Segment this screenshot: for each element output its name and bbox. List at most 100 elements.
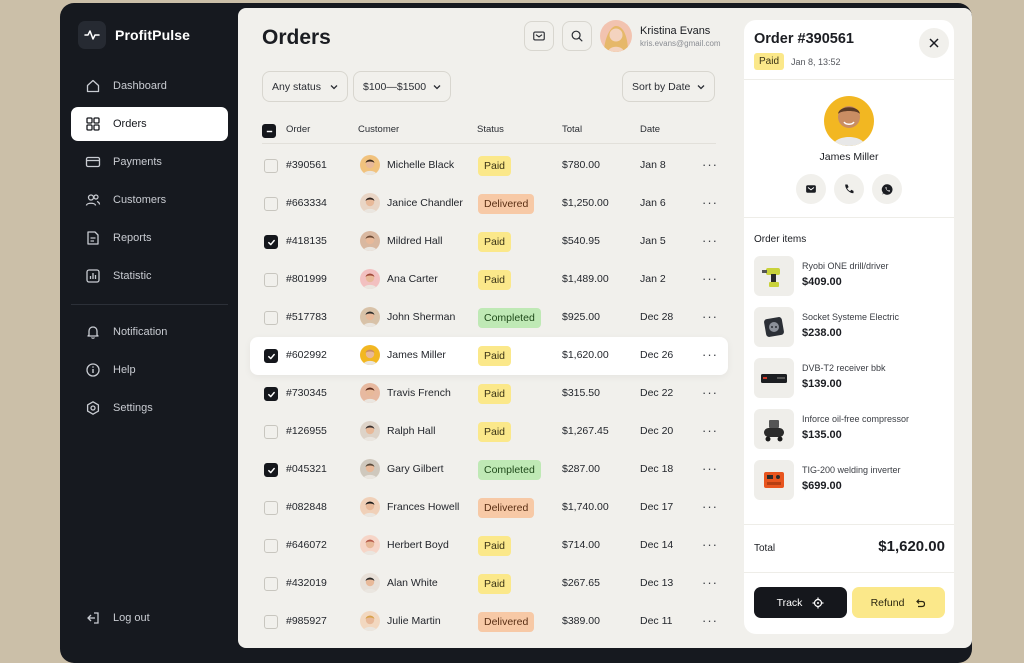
more-actions-icon[interactable]: ··· <box>702 309 718 324</box>
row-checkbox[interactable] <box>264 197 278 211</box>
row-checkbox[interactable] <box>264 615 278 629</box>
order-item[interactable]: Socket Systeme Electric $238.00 <box>754 307 949 349</box>
order-id[interactable]: #126955 <box>286 425 327 437</box>
row-checkbox[interactable] <box>264 425 278 439</box>
order-item[interactable]: Ryobi ONE drill/driver $409.00 <box>754 256 949 298</box>
row-checkbox[interactable] <box>264 463 278 477</box>
row-checkbox[interactable] <box>264 349 278 363</box>
more-actions-icon[interactable]: ··· <box>702 461 718 476</box>
column-header-date[interactable]: Date <box>640 124 661 135</box>
order-total: $780.00 <box>562 159 600 171</box>
table-row[interactable]: #730345 Travis French Paid $315.50 Dec 22 ··· <box>250 375 728 413</box>
column-header-order[interactable]: Order <box>286 124 311 135</box>
undo-icon <box>916 598 926 607</box>
order-id[interactable]: #602992 <box>286 349 327 361</box>
table-row[interactable]: #646072 Herbert Boyd Paid $714.00 Dec 14 ··· <box>250 527 728 565</box>
more-actions-icon[interactable]: ··· <box>702 575 718 590</box>
order-id[interactable]: #418135 <box>286 235 327 247</box>
receiver-icon <box>754 358 794 398</box>
brand[interactable]: ProfitPulse <box>78 21 190 49</box>
customer-name: James Miller <box>819 151 879 163</box>
close-button[interactable] <box>919 28 949 58</box>
sidebar-item-reports[interactable]: Reports <box>71 221 228 255</box>
email-customer-button[interactable] <box>796 174 826 204</box>
table-row[interactable]: #082848 Frances Howell Delivered $1,740.00 D… <box>250 489 728 527</box>
more-actions-icon[interactable]: ··· <box>702 499 718 514</box>
track-button[interactable]: Track <box>754 587 847 618</box>
mail-button[interactable] <box>524 21 554 51</box>
row-checkbox[interactable] <box>264 311 278 325</box>
order-items-title: Order items <box>754 234 807 245</box>
more-actions-icon[interactable]: ··· <box>702 271 718 286</box>
more-actions-icon[interactable]: ··· <box>702 385 718 400</box>
order-id[interactable]: #663334 <box>286 197 327 209</box>
row-checkbox[interactable] <box>264 577 278 591</box>
select-all-checkbox[interactable] <box>262 124 276 138</box>
column-header-status[interactable]: Status <box>477 124 504 135</box>
sidebar-item-orders[interactable]: Orders <box>71 107 228 141</box>
sidebar-item-statistic[interactable]: Statistic <box>71 259 228 293</box>
status-filter[interactable]: Any status <box>262 71 348 102</box>
user-profile[interactable]: Kristina Evans kris.evans@gmail.com <box>600 20 721 52</box>
search-button[interactable] <box>562 21 592 51</box>
more-actions-icon[interactable]: ··· <box>702 537 718 552</box>
order-id[interactable]: #390561 <box>286 159 327 171</box>
order-id[interactable]: #517783 <box>286 311 327 323</box>
table-row[interactable]: #517783 John Sherman Completed $925.00 Dec 2… <box>250 299 728 337</box>
sidebar-item-notification[interactable]: Notification <box>71 315 228 349</box>
row-checkbox[interactable] <box>264 235 278 249</box>
order-id[interactable]: #646072 <box>286 539 327 551</box>
call-customer-button[interactable] <box>834 174 864 204</box>
sidebar-item-dashboard[interactable]: Dashboard <box>71 69 228 103</box>
sort-dropdown[interactable]: Sort by Date <box>622 71 715 102</box>
table-row[interactable]: #390561 Michelle Black Paid $780.00 Jan 8 ··· <box>250 147 728 185</box>
more-actions-icon[interactable]: ··· <box>702 233 718 248</box>
order-id[interactable]: #082848 <box>286 501 327 513</box>
customer-name: Julie Martin <box>387 615 441 627</box>
order-id[interactable]: #045321 <box>286 463 327 475</box>
price-filter[interactable]: $100—$1500 <box>353 71 451 102</box>
row-checkbox[interactable] <box>264 501 278 515</box>
table-row[interactable]: #663334 Janice Chandler Delivered $1,250.00… <box>250 185 728 223</box>
sidebar-item-label: Reports <box>113 232 152 244</box>
row-checkbox[interactable] <box>264 387 278 401</box>
order-id[interactable]: #801999 <box>286 273 327 285</box>
sidebar-item-label: Dashboard <box>113 80 167 92</box>
avatar <box>360 421 380 441</box>
order-id[interactable]: #730345 <box>286 387 327 399</box>
customer-name: James Miller <box>387 349 446 361</box>
check-icon <box>267 353 275 359</box>
sidebar-item-payments[interactable]: Payments <box>71 145 228 179</box>
table-row[interactable]: #126955 Ralph Hall Paid $1,267.45 Dec 20 ··· <box>250 413 728 451</box>
search-icon <box>571 30 583 42</box>
row-checkbox[interactable] <box>264 159 278 173</box>
more-actions-icon[interactable]: ··· <box>702 423 718 438</box>
logout-button[interactable]: Log out <box>71 601 228 635</box>
table-row[interactable]: #432019 Alan White Paid $267.65 Dec 13 ··· <box>250 565 728 603</box>
crosshair-icon <box>812 597 824 608</box>
row-checkbox[interactable] <box>264 539 278 553</box>
column-header-total[interactable]: Total <box>562 124 583 135</box>
table-row[interactable]: #801999 Ana Carter Paid $1,489.00 Jan 2 ··· <box>250 261 728 299</box>
table-row[interactable]: #418135 Mildred Hall Paid $540.95 Jan 5 ··· <box>250 223 728 261</box>
table-row[interactable]: #985927 Julie Martin Delivered $389.00 Dec 1… <box>250 603 728 641</box>
table-row[interactable]: #602992 James Miller Paid $1,620.00 Dec 26 ··… <box>250 337 728 375</box>
more-actions-icon[interactable]: ··· <box>702 157 718 172</box>
sidebar-item-settings[interactable]: Settings <box>71 391 228 425</box>
order-item[interactable]: Inforce oil-free compressor $135.00 <box>754 409 949 451</box>
whatsapp-customer-button[interactable] <box>872 174 902 204</box>
order-id[interactable]: #432019 <box>286 577 327 589</box>
row-checkbox[interactable] <box>264 273 278 287</box>
order-item[interactable]: DVB-T2 receiver bbk $139.00 <box>754 358 949 400</box>
order-id[interactable]: #985927 <box>286 615 327 627</box>
sidebar-item-customers[interactable]: Customers <box>71 183 228 217</box>
logout-icon <box>87 612 99 624</box>
column-header-customer[interactable]: Customer <box>358 124 400 135</box>
sidebar-item-help[interactable]: Help <box>71 353 228 387</box>
more-actions-icon[interactable]: ··· <box>702 613 718 628</box>
refund-button[interactable]: Refund <box>852 587 945 618</box>
order-item[interactable]: TIG-200 welding inverter $699.00 <box>754 460 949 502</box>
more-actions-icon[interactable]: ··· <box>702 195 718 210</box>
more-actions-icon[interactable]: ··· <box>702 347 718 362</box>
table-row[interactable]: #045321 Gary Gilbert Completed $287.00 Dec 1… <box>250 451 728 489</box>
